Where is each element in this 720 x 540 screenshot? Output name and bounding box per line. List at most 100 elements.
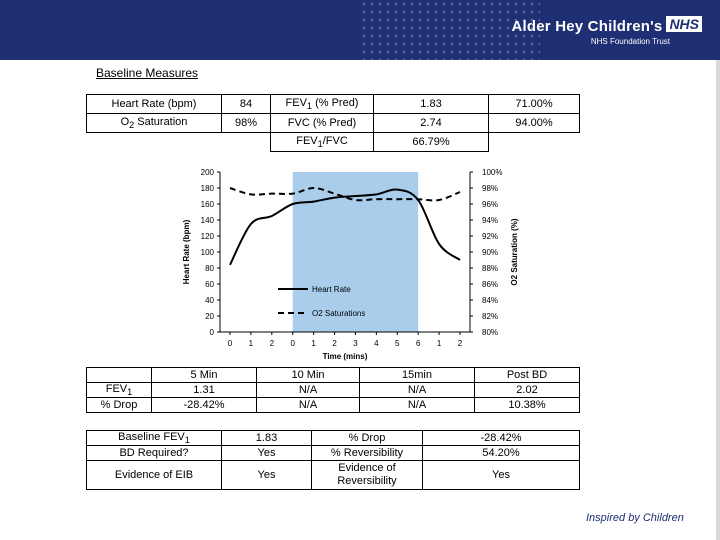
left-tick-label: 60: [205, 280, 214, 289]
right-edge-strip: [716, 60, 720, 540]
nhs-badge: NHS: [666, 16, 702, 32]
header-dot-pattern: [360, 0, 540, 60]
left-axis-title: Heart Rate (bpm): [182, 219, 191, 284]
table-row: 5 Min 10 Min 15min Post BD: [86, 367, 580, 383]
table-cell: Heart Rate (bpm): [86, 94, 222, 114]
x-tick-label: 4: [374, 339, 379, 348]
left-tick-label: 40: [205, 296, 214, 305]
right-tick-label: 84%: [482, 296, 498, 305]
section-title: Baseline Measures: [96, 66, 199, 80]
x-tick-label: 3: [353, 339, 358, 348]
table-cell: FEV1: [86, 381, 152, 399]
table-cell: FEV1 (% Pred): [270, 94, 374, 114]
right-tick-label: 94%: [482, 216, 498, 225]
table-cell: -28.42%: [422, 429, 580, 447]
x-tick-label: 2: [270, 339, 275, 348]
table-cell: [222, 133, 271, 152]
summary-table: Baseline FEV1 1.83 % Drop -28.42% BD Req…: [86, 429, 580, 491]
table-cell: 54.20%: [422, 445, 580, 462]
table-row: Baseline FEV1 1.83 % Drop -28.42%: [86, 429, 580, 447]
left-tick-label: 200: [201, 168, 215, 177]
table-row: BD Required? Yes % Reversibility 54.20%: [86, 445, 580, 462]
trust-name: NHS Foundation Trust: [590, 37, 670, 46]
left-tick-label: 140: [201, 216, 215, 225]
table-cell: Yes: [221, 460, 312, 491]
right-tick-label: 80%: [482, 328, 498, 337]
heart-rate-o2-chart: 02040608010012014016018020080%82%84%86%8…: [182, 168, 519, 361]
left-tick-label: 120: [201, 232, 215, 241]
table-cell: 10.38%: [474, 397, 580, 414]
x-tick-label: 1: [437, 339, 442, 348]
right-tick-label: 96%: [482, 200, 498, 209]
table-row: O2 Saturation 98% FVC (% Pred) 2.74 94.0…: [86, 113, 580, 133]
table-row: % Drop -28.42% N/A N/A 10.38%: [86, 397, 580, 414]
x-tick-label: 5: [395, 339, 400, 348]
table-cell: O2 Saturation: [86, 113, 222, 133]
table-cell: 2.74: [373, 113, 489, 133]
table-cell: N/A: [359, 381, 475, 399]
footer-tagline: Inspired by Children: [586, 512, 684, 524]
table-cell: [489, 133, 580, 152]
org-name: Alder Hey Children's: [511, 18, 663, 35]
table-cell: -28.42%: [151, 397, 257, 414]
x-tick-label: 1: [249, 339, 254, 348]
left-tick-label: 180: [201, 184, 215, 193]
table-cell: [87, 133, 222, 152]
left-tick-label: 100: [201, 248, 215, 257]
left-tick-label: 0: [210, 328, 215, 337]
table-cell: 1.83: [221, 429, 312, 447]
table-cell: N/A: [256, 397, 360, 414]
table-cell: 1.83: [373, 94, 489, 114]
table-row: Heart Rate (bpm) 84 FEV1 (% Pred) 1.83 7…: [86, 94, 580, 114]
heart-rate-line: [229, 188, 461, 266]
table-cell: % Drop: [86, 397, 152, 414]
left-tick-label: 20: [205, 312, 214, 321]
table-cell: N/A: [256, 381, 360, 399]
x-tick-label: 6: [416, 339, 421, 348]
table-cell: Evidence of EIB: [86, 460, 222, 491]
x-tick-label: 2: [332, 339, 337, 348]
x-axis-title: Time (mins): [323, 352, 368, 361]
table-cell: Post BD: [474, 367, 580, 383]
right-tick-label: 100%: [482, 168, 502, 177]
o2-saturation-line: [229, 186, 461, 202]
table-cell: Yes: [422, 460, 580, 491]
left-tick-label: 160: [201, 200, 215, 209]
table-cell: 71.00%: [488, 94, 580, 114]
right-tick-label: 82%: [482, 312, 498, 321]
legend-o2-label: O2 Saturations: [312, 309, 365, 318]
table-cell: FVC (% Pred): [270, 113, 374, 133]
table-cell: % Reversibility: [311, 445, 423, 462]
table-cell: 15min: [359, 367, 475, 383]
table-cell: 5 Min: [151, 367, 257, 383]
right-tick-label: 92%: [482, 232, 498, 241]
right-axis-title: O2 Saturation (%): [510, 218, 519, 285]
x-tick-label: 1: [311, 339, 316, 348]
x-tick-label: 2: [458, 339, 463, 348]
table-cell: N/A: [359, 397, 475, 414]
table-cell: 1.31: [151, 381, 257, 399]
right-tick-label: 98%: [482, 184, 498, 193]
table-row: FEV1/FVC 66.79%: [87, 132, 580, 152]
table-row: Evidence of EIB Yes Evidence of Reversib…: [86, 460, 580, 491]
right-tick-label: 90%: [482, 248, 498, 257]
table-row: FEV1 1.31 N/A N/A 2.02: [86, 381, 580, 399]
table-cell: [86, 367, 152, 383]
baseline-table: Heart Rate (bpm) 84 FEV1 (% Pred) 1.83 7…: [86, 94, 580, 152]
evidence-reversibility-label: Evidence of Reversibility: [337, 462, 397, 488]
table-cell: 98%: [221, 113, 271, 133]
table-cell: 10 Min: [256, 367, 360, 383]
legend-heart-rate-label: Heart Rate: [312, 285, 351, 294]
table-cell: 84: [221, 94, 271, 114]
table-cell: FEV1/FVC: [270, 132, 374, 152]
table-cell: Yes: [221, 445, 312, 462]
table-cell: 2.02: [474, 381, 580, 399]
x-tick-label: 0: [228, 339, 233, 348]
exercise-table: 5 Min 10 Min 15min Post BD FEV1 1.31 N/A…: [86, 367, 580, 414]
x-tick-label: 0: [291, 339, 296, 348]
header-bar: Alder Hey Children's NHS NHS Foundation T…: [0, 0, 720, 60]
right-tick-label: 88%: [482, 264, 498, 273]
table-cell: BD Required?: [86, 445, 222, 462]
brand-logo: Alder Hey Children's NHS NHS Foundation T…: [511, 16, 702, 46]
table-cell: Baseline FEV1: [86, 429, 222, 447]
